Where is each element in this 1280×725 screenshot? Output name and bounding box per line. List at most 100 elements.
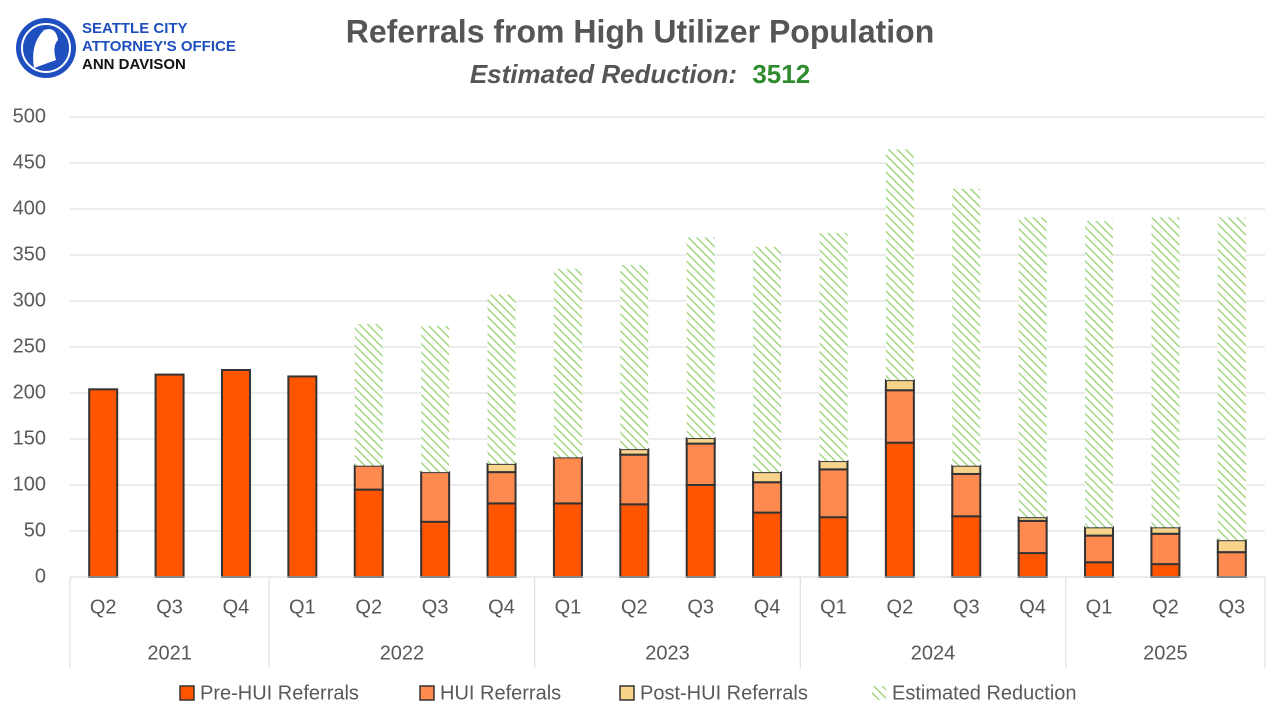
logo-line: ANN DAVISON — [82, 56, 186, 73]
x-tick-label: Q2 — [90, 596, 117, 618]
legend-swatch — [872, 686, 886, 700]
bar-segment — [353, 488, 384, 579]
logo-line: SEATTLE CITY — [82, 20, 188, 37]
bar-segment — [752, 511, 783, 578]
x-group-label: 2023 — [645, 642, 690, 664]
x-tick-label: Q1 — [1086, 596, 1113, 618]
x-group-label: 2021 — [147, 642, 192, 664]
bar-segment — [487, 294, 516, 464]
chart-subtitle: Estimated Reduction: 3512 — [470, 59, 810, 89]
y-tick-label: 0 — [35, 565, 46, 587]
y-tick-label: 350 — [13, 243, 46, 265]
bar-segment — [1216, 551, 1247, 578]
x-tick-label: Q3 — [156, 596, 183, 618]
bar-segment — [552, 502, 583, 578]
legend-label: Post-HUI Referrals — [640, 682, 808, 704]
legend-label: Pre-HUI Referrals — [200, 682, 359, 704]
bar-segment — [818, 460, 849, 471]
bar-segment — [1217, 217, 1246, 541]
legend-label: Estimated Reduction — [892, 682, 1077, 704]
y-tick-label: 100 — [13, 473, 46, 495]
y-tick-label: 400 — [13, 197, 46, 219]
subtitle-text: Estimated Reduction: — [470, 59, 737, 89]
bar-segment — [951, 464, 982, 475]
y-tick-label: 150 — [13, 427, 46, 449]
bar-segment — [884, 379, 915, 392]
bar-segment — [752, 481, 783, 514]
logo-line: ATTORNEY'S OFFICE — [82, 38, 236, 55]
bar-segment — [421, 325, 450, 473]
bar-segment — [1150, 526, 1181, 535]
bar-segment — [685, 437, 716, 445]
bar-segment — [287, 375, 318, 578]
x-tick-label: Q1 — [820, 596, 847, 618]
bar-segment — [1018, 217, 1047, 518]
y-tick-label: 450 — [13, 151, 46, 173]
bar-segment — [88, 388, 119, 578]
x-tick-label: Q3 — [953, 596, 980, 618]
bar-segment — [884, 389, 915, 444]
bar-segment — [752, 471, 783, 484]
legend-swatch — [419, 685, 435, 701]
y-tick-label: 50 — [24, 519, 46, 541]
bar-segment — [1150, 563, 1181, 578]
legend-swatch — [619, 685, 635, 701]
y-tick-label: 250 — [13, 335, 46, 357]
x-group-label: 2022 — [380, 642, 425, 664]
x-tick-label: Q4 — [754, 596, 781, 618]
subtitle-total: 3512 — [752, 59, 810, 89]
bar-segment — [619, 503, 650, 579]
bar-segment — [1084, 534, 1115, 564]
legend-label: HUI Referrals — [440, 682, 561, 704]
bar-segment — [420, 471, 451, 523]
bar-segment — [952, 188, 981, 466]
bar-segment — [552, 456, 583, 505]
x-tick-label: Q2 — [621, 596, 648, 618]
x-tick-label: Q2 — [355, 596, 382, 618]
x-tick-label: Q1 — [555, 596, 582, 618]
bar-segment — [486, 502, 517, 578]
bar-segment — [1151, 217, 1180, 528]
logo-ring — [21, 23, 71, 73]
bar-segment — [1017, 516, 1048, 522]
bar-segment — [353, 464, 384, 491]
bar-segment — [1017, 552, 1048, 579]
x-group-label: 2024 — [911, 642, 956, 664]
x-tick-label: Q3 — [1218, 596, 1245, 618]
x-tick-label: Q3 — [422, 596, 449, 618]
bar-segment — [951, 515, 982, 579]
bar-segment — [885, 149, 914, 381]
x-tick-label: Q4 — [488, 596, 515, 618]
x-tick-label: Q4 — [1019, 596, 1046, 618]
bar-segment — [685, 442, 716, 487]
logo: SEATTLE CITY ATTORNEY'S OFFICE ANN DAVIS… — [16, 18, 236, 78]
bar-segment — [619, 448, 650, 456]
bar-segment — [619, 453, 650, 506]
bar-segment — [686, 237, 715, 439]
chart-title: Referrals from High Utilizer Population — [346, 13, 935, 49]
bar-segment — [1017, 519, 1048, 555]
bar-segment — [1150, 532, 1181, 566]
x-tick-label: Q4 — [223, 596, 250, 618]
bar-segment — [1084, 561, 1115, 579]
bar-segment — [486, 471, 517, 505]
bar-segment — [884, 441, 915, 578]
y-tick-label: 300 — [13, 289, 46, 311]
bar-segment — [486, 462, 517, 474]
y-tick-label: 500 — [13, 105, 46, 127]
x-tick-label: Q1 — [289, 596, 316, 618]
bar-segment — [620, 265, 649, 450]
x-tick-label: Q2 — [1152, 596, 1179, 618]
bar-segment — [1216, 539, 1247, 554]
bar-segment — [1084, 526, 1115, 537]
legend-swatch — [179, 685, 195, 701]
x-tick-label: Q3 — [687, 596, 714, 618]
bar-segment — [1085, 220, 1114, 528]
bar-segment — [553, 268, 582, 458]
bar-segment — [420, 520, 451, 578]
bar-segment — [818, 516, 849, 579]
bar-segment — [951, 472, 982, 518]
logo-profile — [33, 29, 58, 68]
bar-segment — [753, 246, 782, 473]
